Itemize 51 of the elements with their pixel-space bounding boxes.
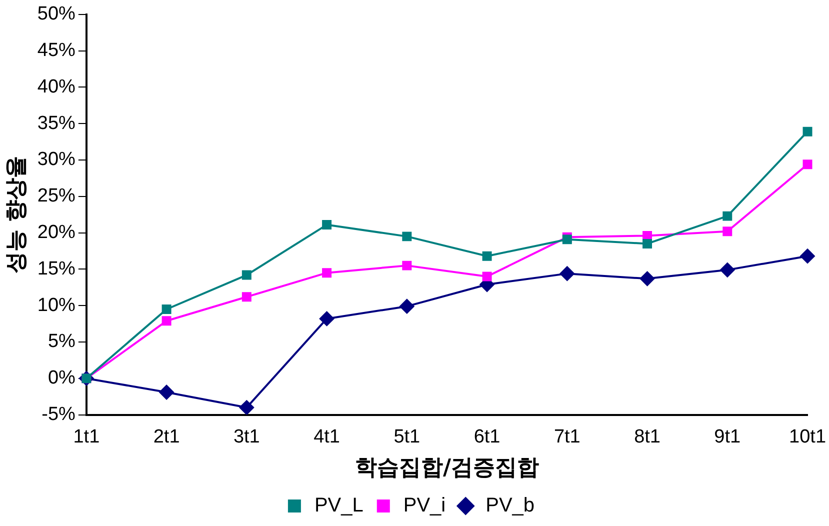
point (239, 400, 254, 415)
point (319, 311, 334, 326)
point (402, 232, 412, 242)
x-tick-label: 1t1 (73, 426, 100, 448)
point (560, 266, 575, 282)
point (482, 251, 492, 261)
y-tick-label: 25% (37, 186, 76, 207)
point (722, 226, 732, 236)
y-tick-label: 5% (48, 331, 76, 352)
x-tick-label: 10t1 (789, 426, 826, 448)
point (399, 298, 414, 314)
y-tick-label: 45% (37, 40, 76, 62)
y-tick-label: 20% (37, 222, 76, 244)
x-tick-label: 7t1 (554, 426, 580, 448)
x-tick-label: 8t1 (634, 426, 660, 448)
y-tick-label: 30% (37, 149, 76, 170)
point (322, 220, 332, 230)
y-tick-label: 35% (37, 112, 76, 134)
legend-label: PV_L (314, 494, 364, 517)
point (402, 260, 412, 270)
y-tick-label: -5% (42, 404, 76, 426)
legend-label: PV_b (486, 494, 535, 517)
point (800, 248, 816, 264)
point (720, 262, 735, 278)
point (242, 292, 252, 302)
x-tick-label: 6t1 (474, 426, 500, 448)
y-tick-label: 10% (37, 294, 76, 316)
point (162, 316, 172, 326)
y-tick-label: 0% (48, 368, 76, 389)
point (162, 304, 172, 314)
x-axis-title: 학습집합/검증집합 (354, 456, 539, 481)
x-tick-label: 9t1 (714, 426, 741, 448)
point (722, 211, 732, 221)
x-tick-label: 5t1 (394, 426, 420, 448)
legend-label: PV_i (403, 494, 446, 517)
point (642, 238, 652, 248)
point (562, 234, 572, 244)
y-tick-label: 50% (37, 4, 76, 25)
x-tick-label: 2t1 (153, 426, 180, 448)
point (322, 268, 332, 278)
point (802, 160, 812, 170)
x-tick-label: 4t1 (314, 426, 340, 448)
y-axis-title: 성능 향상율 (4, 156, 29, 274)
point (640, 271, 655, 286)
point (802, 126, 812, 136)
point (159, 384, 174, 400)
point (482, 272, 492, 282)
y-tick-label: 40% (37, 76, 76, 98)
x-tick-label: 3t1 (233, 426, 260, 448)
y-tick-label: 15% (37, 258, 76, 280)
point (242, 270, 252, 280)
